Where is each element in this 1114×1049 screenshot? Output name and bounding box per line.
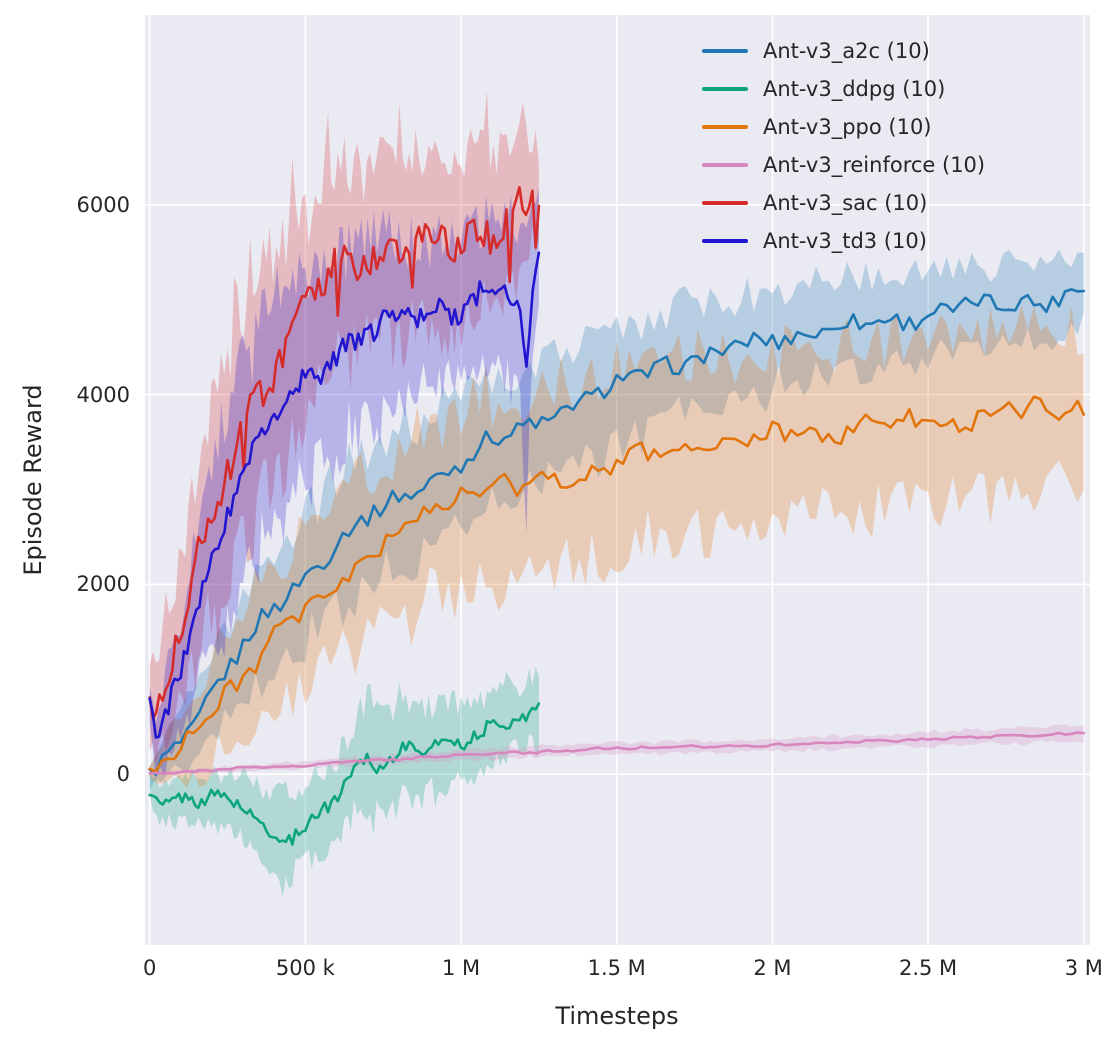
legend-item: Ant-v3_ddpg (10) bbox=[702, 70, 985, 108]
legend-line-icon bbox=[702, 87, 748, 91]
legend-line-icon bbox=[702, 49, 748, 53]
y-tick-label: 0 bbox=[116, 762, 130, 787]
legend-label: Ant-v3_a2c (10) bbox=[763, 39, 930, 63]
legend-line-icon bbox=[702, 125, 748, 129]
x-tick-label: 2 M bbox=[753, 956, 792, 980]
legend-label: Ant-v3_td3 (10) bbox=[763, 229, 927, 253]
x-tick-label: 1.5 M bbox=[587, 956, 646, 980]
y-tick-label: 4000 bbox=[76, 382, 130, 407]
legend-line-icon bbox=[702, 201, 748, 205]
legend-label: Ant-v3_ppo (10) bbox=[763, 115, 932, 139]
legend: Ant-v3_a2c (10) Ant-v3_ddpg (10) Ant-v3_pp… bbox=[702, 32, 985, 260]
x-tick-label: 2.5 M bbox=[898, 956, 958, 980]
legend-item: Ant-v3_a2c (10) bbox=[702, 32, 985, 70]
y-tick-label: 2000 bbox=[76, 572, 130, 597]
legend-line-icon bbox=[702, 163, 748, 167]
legend-label: Ant-v3_reinforce (10) bbox=[763, 153, 986, 177]
x-tick-label: 0 bbox=[142, 956, 157, 980]
legend-item: Ant-v3_ppo (10) bbox=[702, 108, 985, 146]
x-tick-label: 500 k bbox=[275, 956, 335, 980]
x-tick-label: 3 M bbox=[1064, 956, 1103, 980]
y-axis-label: Episode Reward bbox=[19, 384, 47, 576]
legend-item: Ant-v3_sac (10) bbox=[702, 184, 985, 222]
legend-item: Ant-v3_td3 (10) bbox=[702, 222, 985, 260]
x-axis-label: Timesteps bbox=[555, 1002, 679, 1030]
legend-item: Ant-v3_reinforce (10) bbox=[702, 146, 985, 184]
y-tick-label: 6000 bbox=[76, 192, 130, 217]
legend-line-icon bbox=[702, 239, 748, 243]
x-tick-label: 1 M bbox=[441, 956, 481, 980]
legend-label: Ant-v3_ddpg (10) bbox=[763, 77, 946, 101]
legend-label: Ant-v3_sac (10) bbox=[763, 191, 928, 215]
